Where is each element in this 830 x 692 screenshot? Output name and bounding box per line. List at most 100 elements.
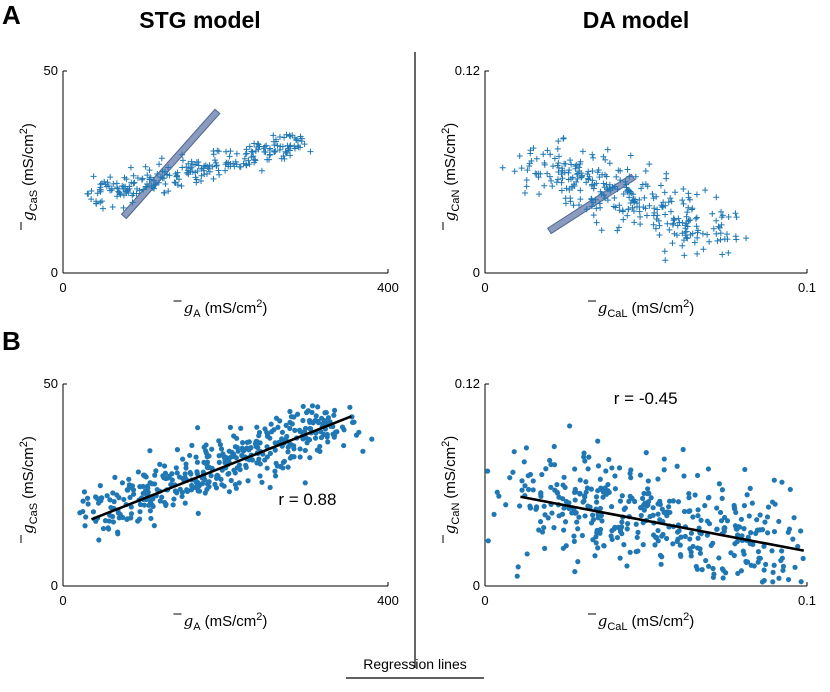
data-point [637, 213, 644, 220]
data-point [572, 165, 579, 172]
data-point [172, 180, 179, 187]
data-point [741, 526, 747, 532]
data-point [748, 530, 754, 536]
data-point [602, 195, 609, 202]
data-point [577, 491, 583, 497]
data-point [544, 170, 551, 177]
data-point [285, 449, 291, 455]
data-point [561, 474, 567, 480]
data-point [652, 225, 659, 232]
data-point [549, 510, 555, 516]
data-point [643, 450, 649, 456]
data-point [555, 153, 562, 160]
data-point [115, 531, 121, 537]
data-point [560, 135, 567, 142]
data-point [755, 549, 762, 555]
data-point [697, 546, 703, 552]
data-point [101, 178, 108, 185]
data-point [249, 149, 256, 156]
data-point [709, 210, 716, 217]
data-point [589, 151, 596, 158]
data-point [593, 180, 600, 187]
data-point [549, 163, 556, 170]
data-point [284, 433, 290, 440]
data-point [108, 504, 114, 511]
data-point [195, 510, 201, 516]
data-point [267, 450, 273, 456]
data-point [743, 558, 749, 565]
data-point [719, 212, 726, 219]
data-point [761, 543, 767, 549]
data-point [679, 219, 686, 226]
data-point [341, 427, 347, 433]
data-point [643, 212, 650, 219]
x-axis-label: gA (mS/cm2) [184, 298, 268, 320]
x-axis-label-unit: (mS/cm [632, 613, 684, 630]
data-point [325, 415, 332, 421]
data-point [706, 238, 713, 245]
data-point [683, 213, 690, 220]
data-point [94, 495, 100, 502]
x-tick-label: 0 [481, 280, 488, 295]
data-point [288, 414, 295, 420]
data-point [519, 487, 525, 493]
y-axis-label-symbol: g [441, 212, 459, 222]
data-point [291, 134, 298, 141]
data-point [646, 490, 652, 496]
data-point [272, 447, 278, 453]
data-point [581, 450, 587, 456]
data-point [677, 542, 683, 548]
data-point [597, 512, 603, 518]
data-point [698, 517, 704, 523]
data-point [590, 212, 597, 219]
data-point [558, 171, 565, 178]
data-point [151, 185, 158, 192]
data-point [173, 465, 179, 471]
data-point [619, 208, 626, 215]
data-point [682, 228, 689, 235]
data-point [555, 164, 562, 171]
data-point [685, 204, 692, 211]
data-point [646, 161, 653, 168]
data-point [702, 187, 709, 194]
data-point [688, 206, 695, 213]
data-point [561, 160, 568, 167]
data-point [669, 221, 676, 228]
data-point [604, 146, 611, 153]
data-point [297, 446, 303, 452]
data-point [716, 224, 723, 231]
data-point [110, 180, 117, 187]
data-point [677, 552, 684, 558]
data-point [256, 456, 262, 462]
data-point [614, 186, 621, 193]
data-point [116, 190, 123, 197]
data-point [559, 167, 566, 174]
data-point [264, 465, 270, 471]
data-point [610, 203, 617, 210]
data-point [765, 530, 771, 536]
y-axis-label: gCaS (mS/cm2) [18, 436, 40, 534]
data-point [547, 151, 554, 158]
data-point [650, 505, 656, 511]
data-point [272, 148, 279, 155]
data-point [666, 498, 673, 504]
data-point [558, 187, 565, 194]
data-point [507, 475, 513, 481]
data-point [220, 451, 226, 457]
data-point [664, 220, 671, 227]
data-point [623, 184, 630, 191]
data-point [734, 538, 740, 545]
y-axis-label-superscript: 2 [18, 441, 30, 447]
data-point [559, 175, 566, 182]
data-point [146, 167, 153, 174]
data-point [597, 476, 603, 482]
data-point [97, 181, 104, 188]
data-point [769, 499, 776, 505]
data-point [672, 189, 679, 196]
x-axis-label-superscript: 2 [256, 611, 262, 623]
data-point [756, 555, 762, 561]
data-point [627, 549, 633, 555]
data-point [106, 518, 112, 524]
data-point [107, 174, 114, 181]
data-point [631, 199, 638, 206]
